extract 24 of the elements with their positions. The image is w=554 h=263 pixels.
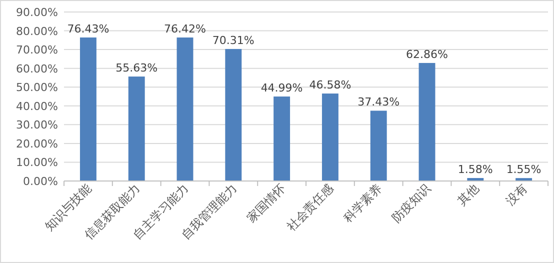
y-tick-label: 60.00% bbox=[16, 62, 58, 76]
data-label: 76.42% bbox=[164, 22, 206, 36]
data-label: 70.31% bbox=[212, 34, 254, 47]
x-tick-label: 防疫知识 bbox=[389, 181, 434, 226]
y-tick-label: 0.00% bbox=[23, 175, 58, 188]
x-tick-label: 其他 bbox=[454, 181, 482, 208]
data-label: 55.63% bbox=[116, 62, 158, 75]
x-tick-label: 科学素养 bbox=[340, 181, 385, 226]
data-label: 46.58% bbox=[309, 78, 352, 92]
y-tick-label: 30.00% bbox=[16, 118, 58, 132]
data-label: 37.43% bbox=[358, 96, 400, 109]
x-tick-label: 没有 bbox=[503, 181, 530, 208]
data-label: 1.55% bbox=[506, 163, 542, 176]
y-tick-label: 20.00% bbox=[16, 137, 58, 150]
data-label: 62.86% bbox=[406, 48, 448, 61]
data-label: 76.43% bbox=[67, 22, 110, 36]
y-tick-label: 40.00% bbox=[16, 100, 58, 113]
y-tick-label: 50.00% bbox=[16, 81, 58, 94]
y-tick-label: 70.00% bbox=[16, 44, 58, 57]
y-tick-label: 90.00% bbox=[16, 6, 58, 19]
y-tick-label: 10.00% bbox=[16, 156, 58, 170]
data-label: 1.58% bbox=[458, 163, 493, 176]
data-label: 44.99% bbox=[260, 82, 303, 95]
y-tick-label: 80.00% bbox=[16, 24, 58, 38]
